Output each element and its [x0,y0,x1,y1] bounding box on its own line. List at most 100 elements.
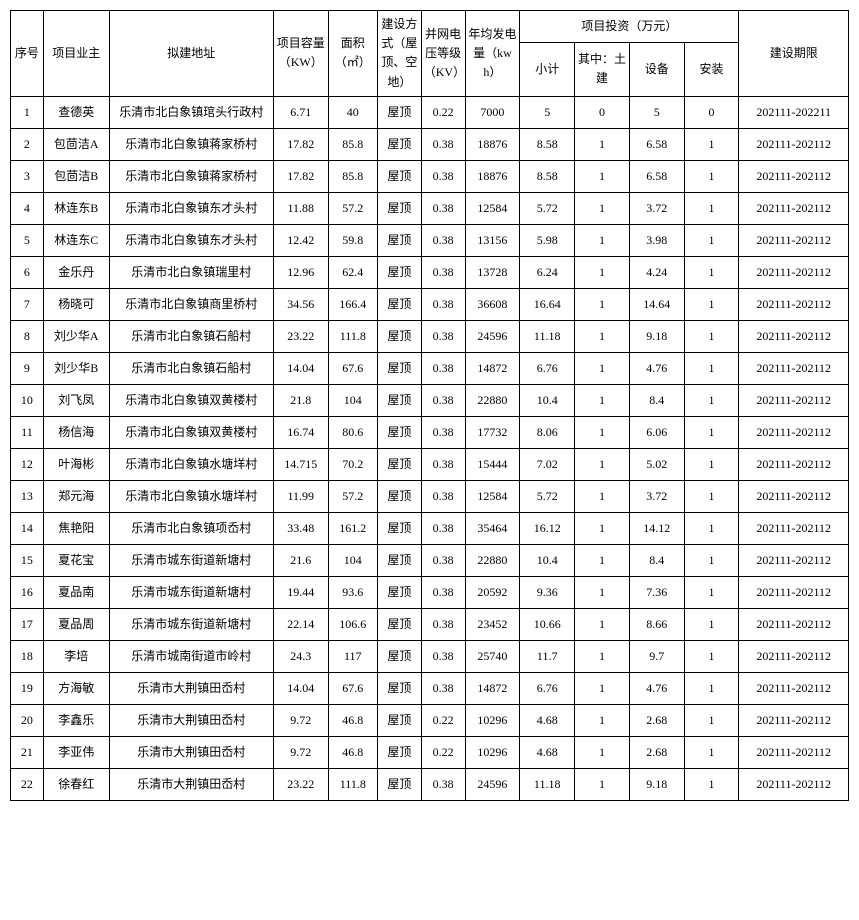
cell-annual: 10296 [465,736,520,768]
cell-period: 202111-202112 [739,288,849,320]
cell-voltage: 0.38 [421,192,465,224]
cell-owner: 杨信海 [43,416,109,448]
cell-seq: 4 [11,192,44,224]
cell-annual: 13728 [465,256,520,288]
cell-equip: 8.66 [629,608,684,640]
table-row: 19方海敏乐清市大荆镇田岙村14.0467.6屋顶0.38148726.7614… [11,672,849,704]
table-row: 22徐春红乐清市大荆镇田岙村23.22111.8屋顶0.382459611.18… [11,768,849,800]
cell-period: 202111-202112 [739,128,849,160]
cell-addr: 乐清市北白象镇东才头村 [109,224,273,256]
cell-period: 202111-202112 [739,256,849,288]
cell-equip: 9.18 [629,768,684,800]
cell-install: 1 [684,320,739,352]
cell-addr: 乐清市北白象镇项岙村 [109,512,273,544]
header-install: 安装 [684,42,739,96]
cell-subtotal: 8.58 [520,128,575,160]
cell-install: 1 [684,160,739,192]
cell-addr: 乐清市北白象镇水塘垟村 [109,480,273,512]
cell-buildtype: 屋顶 [377,96,421,128]
cell-civil: 1 [575,576,630,608]
cell-owner: 刘少华B [43,352,109,384]
cell-annual: 24596 [465,768,520,800]
cell-area: 104 [328,384,377,416]
cell-seq: 16 [11,576,44,608]
cell-capacity: 23.22 [273,320,328,352]
cell-seq: 12 [11,448,44,480]
cell-voltage: 0.38 [421,768,465,800]
cell-civil: 1 [575,224,630,256]
cell-annual: 14872 [465,672,520,704]
table-row: 8刘少华A乐清市北白象镇石船村23.22111.8屋顶0.382459611.1… [11,320,849,352]
cell-annual: 35464 [465,512,520,544]
cell-subtotal: 8.06 [520,416,575,448]
cell-buildtype: 屋顶 [377,384,421,416]
cell-voltage: 0.38 [421,640,465,672]
cell-subtotal: 6.76 [520,352,575,384]
header-civil: 其中：土建 [575,42,630,96]
cell-seq: 17 [11,608,44,640]
cell-addr: 乐清市大荆镇田岙村 [109,672,273,704]
header-annual: 年均发电量（kwh） [465,11,520,97]
table-row: 17夏品周乐清市城东街道新塘村22.14106.6屋顶0.382345210.6… [11,608,849,640]
cell-install: 1 [684,544,739,576]
cell-period: 202111-202112 [739,192,849,224]
cell-voltage: 0.38 [421,224,465,256]
cell-equip: 4.76 [629,352,684,384]
cell-voltage: 0.38 [421,384,465,416]
cell-period: 202111-202112 [739,320,849,352]
table-row: 20李鑫乐乐清市大荆镇田岙村9.7246.8屋顶0.22102964.6812.… [11,704,849,736]
cell-buildtype: 屋顶 [377,160,421,192]
table-row: 1查德英乐清市北白象镇琯头行政村6.7140屋顶0.22700050502021… [11,96,849,128]
cell-buildtype: 屋顶 [377,256,421,288]
cell-civil: 1 [575,160,630,192]
cell-area: 40 [328,96,377,128]
cell-civil: 1 [575,320,630,352]
cell-voltage: 0.38 [421,256,465,288]
header-seq: 序号 [11,11,44,97]
cell-buildtype: 屋顶 [377,576,421,608]
cell-seq: 5 [11,224,44,256]
cell-equip: 6.58 [629,160,684,192]
cell-install: 1 [684,416,739,448]
cell-capacity: 16.74 [273,416,328,448]
cell-install: 1 [684,288,739,320]
cell-civil: 1 [575,256,630,288]
cell-subtotal: 5 [520,96,575,128]
table-row: 10刘飞凤乐清市北白象镇双黄楼村21.8104屋顶0.382288010.418… [11,384,849,416]
cell-buildtype: 屋顶 [377,320,421,352]
header-voltage: 并网电压等级（KV） [421,11,465,97]
cell-seq: 9 [11,352,44,384]
cell-period: 202111-202112 [739,544,849,576]
cell-addr: 乐清市北白象镇水塘垟村 [109,448,273,480]
header-invest-group: 项目投资（万元） [520,11,739,43]
cell-equip: 14.12 [629,512,684,544]
cell-install: 1 [684,736,739,768]
table-row: 15夏花宝乐清市城东街道新塘村21.6104屋顶0.382288010.418.… [11,544,849,576]
solar-projects-table: 序号 项目业主 拟建地址 项目容量（KW） 面积（㎡） 建设方式（屋顶、空地） … [10,10,849,801]
cell-buildtype: 屋顶 [377,512,421,544]
cell-subtotal: 6.76 [520,672,575,704]
cell-install: 1 [684,640,739,672]
header-equip: 设备 [629,42,684,96]
cell-civil: 1 [575,480,630,512]
table-body: 1查德英乐清市北白象镇琯头行政村6.7140屋顶0.22700050502021… [11,96,849,800]
cell-addr: 乐清市城东街道新塘村 [109,608,273,640]
cell-buildtype: 屋顶 [377,672,421,704]
header-addr: 拟建地址 [109,11,273,97]
cell-subtotal: 5.72 [520,192,575,224]
cell-annual: 13156 [465,224,520,256]
cell-install: 1 [684,576,739,608]
cell-subtotal: 11.7 [520,640,575,672]
cell-civil: 1 [575,128,630,160]
cell-annual: 22880 [465,384,520,416]
cell-seq: 8 [11,320,44,352]
cell-addr: 乐清市北白象镇蒋家桥村 [109,128,273,160]
cell-addr: 乐清市北白象镇双黄楼村 [109,384,273,416]
cell-owner: 李鑫乐 [43,704,109,736]
cell-equip: 3.72 [629,192,684,224]
table-row: 21李亚伟乐清市大荆镇田岙村9.7246.8屋顶0.22102964.6812.… [11,736,849,768]
cell-period: 202111-202112 [739,576,849,608]
header-owner: 项目业主 [43,11,109,97]
cell-owner: 查德英 [43,96,109,128]
cell-owner: 包茴洁A [43,128,109,160]
